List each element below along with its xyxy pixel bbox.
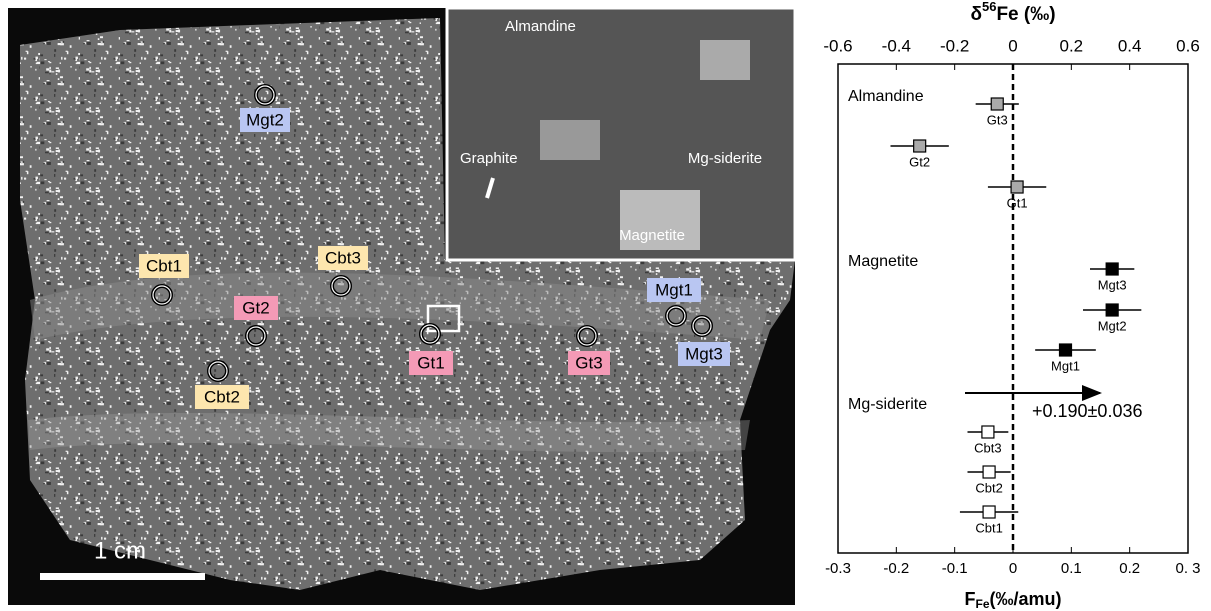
inset-label: Mg-siderite <box>688 150 762 167</box>
x2-tick-label: -0.6 <box>823 36 852 55</box>
point-label: Gt1 <box>1007 195 1028 210</box>
x-tick-label: -0.2 <box>883 560 909 577</box>
point-label: Mgt2 <box>1098 318 1127 333</box>
scale-bar <box>40 573 205 580</box>
point-label: Cbt3 <box>974 440 1001 455</box>
marker <box>991 98 1003 110</box>
point-label: Mgt1 <box>1051 358 1080 373</box>
spot-label: Mgt3 <box>685 344 723 363</box>
scale-bar-label: 1 cm <box>94 537 146 564</box>
group-label: Almandine <box>848 88 924 105</box>
page: {"image": { "spots": ["Mgt2", "Cbt1", "C… <box>0 0 1211 611</box>
x2-tick-label: 0.6 <box>1176 36 1200 55</box>
point-label: Gt3 <box>987 112 1008 127</box>
inset-label: Magnetite <box>619 227 685 244</box>
inset-grain <box>700 40 750 80</box>
spot-label: Gt2 <box>242 298 269 317</box>
x-tick-label: -0.3 <box>825 560 851 577</box>
point-label: Cbt2 <box>975 480 1002 495</box>
top-axis-title: δ56Fe (‰) <box>970 0 1055 25</box>
figure: 1 cm δ56Fe (‰) FFe(‰/amu) +0.190±0.036 M… <box>0 0 1211 611</box>
bottom-axis-title: FFe(‰/amu) <box>964 589 1061 611</box>
x2-tick-label: 0 <box>1008 36 1017 55</box>
inset-label: Almandine <box>505 18 576 35</box>
spot-label: Cbt3 <box>325 248 361 267</box>
marker <box>982 426 994 438</box>
x-tick-label: -0.1 <box>942 560 968 577</box>
x-tick-label: 0. 3 <box>1175 560 1200 577</box>
spot-label: Gt3 <box>575 353 602 372</box>
inset-grain <box>540 120 600 160</box>
x2-tick-label: -0.4 <box>882 36 911 55</box>
group-label: Mg-siderite <box>848 396 927 413</box>
x-tick-label: 0.2 <box>1119 560 1140 577</box>
x-tick-label: 0 <box>1009 560 1017 577</box>
marker <box>983 466 995 478</box>
marker <box>1060 344 1072 356</box>
marker <box>983 506 995 518</box>
marker <box>1011 181 1023 193</box>
spot-label: Mgt2 <box>246 110 284 129</box>
x2-tick-label: 0.4 <box>1118 36 1142 55</box>
point-label: Mgt3 <box>1098 277 1127 292</box>
x2-tick-label: -0.2 <box>940 36 969 55</box>
point-label: Cbt1 <box>975 520 1002 535</box>
group-label: Magnetite <box>848 253 918 270</box>
x-tick-label: 0.1 <box>1061 560 1082 577</box>
annotation: +0.190±0.036 <box>1032 401 1142 421</box>
spot-label: Cbt2 <box>204 387 240 406</box>
x2-tick-label: 0.2 <box>1060 36 1084 55</box>
marker <box>1106 304 1118 316</box>
marker <box>914 140 926 152</box>
marker <box>1106 263 1118 275</box>
spot-label: Mgt1 <box>655 280 693 299</box>
inset-label: Graphite <box>460 150 518 167</box>
spot-label: Cbt1 <box>146 256 182 275</box>
spot-label: Gt1 <box>417 353 444 372</box>
point-label: Gt2 <box>909 154 930 169</box>
